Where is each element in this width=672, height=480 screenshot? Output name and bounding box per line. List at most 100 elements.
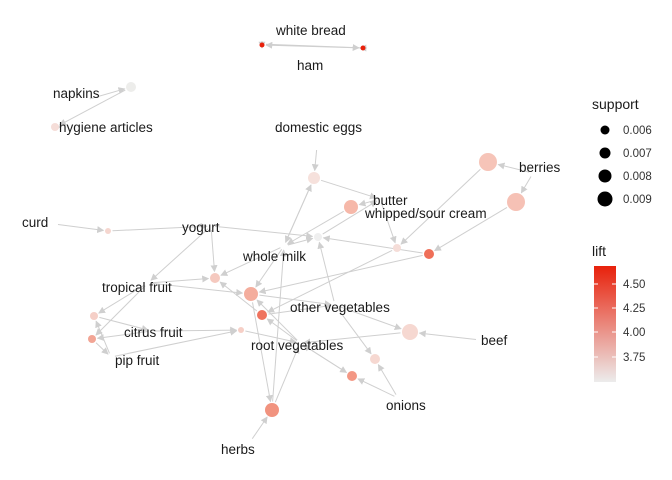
edge-r14-other_vegetables	[259, 294, 332, 308]
label-butter: butter	[373, 193, 408, 208]
edge-r9-whole_milk	[286, 210, 344, 245]
edge-r18-pip_fruit	[95, 342, 109, 355]
edge-r12-r14	[258, 254, 423, 295]
edge-curd-r8	[57, 224, 105, 234]
edge-citrus_fruit-r19	[155, 326, 238, 334]
rule-node-r6	[479, 153, 497, 171]
label-citrus-fruit: citrus fruit	[124, 325, 183, 340]
label-herbs: herbs	[221, 442, 255, 457]
edge-tropical_fruit-r13	[151, 275, 210, 284]
edge-r5-butter	[320, 179, 377, 200]
rule-node-r2	[360, 45, 366, 51]
lift-legend: lift 4.50 4.25 4.00 3.75	[592, 243, 645, 382]
label-napkins: napkins	[53, 86, 100, 101]
label-beef: beef	[481, 333, 508, 348]
rule-nodes-layer	[51, 42, 525, 417]
edge-other_vegetables-r20	[336, 307, 372, 355]
edge-r21-root_vegetables	[302, 344, 347, 373]
lift-legend-title: lift	[592, 243, 606, 259]
label-tropical-fruit: tropical fruit	[102, 280, 172, 295]
edge-ham-r1	[265, 41, 361, 49]
lift-tick-2: 4.25	[623, 303, 645, 315]
edge-whole_milk-r10	[287, 236, 314, 246]
edge-r11-r15	[267, 249, 393, 313]
label-root-vegetables: root vegetables	[251, 338, 344, 353]
edges-layer	[52, 41, 532, 439]
support-key-label-3: 0.008	[623, 171, 652, 183]
edge-other_vegetables-r10	[317, 241, 335, 302]
edge-r8-yogurt	[112, 223, 208, 232]
rule-node-r15	[257, 310, 267, 320]
edge-whole_milk-r14	[255, 249, 283, 288]
edge-r10-butter	[322, 200, 378, 235]
edge-citrus_fruit-r18	[96, 331, 149, 341]
edge-berries-r7	[520, 176, 532, 194]
item-labels: white bread ham napkins hygiene articles…	[22, 23, 561, 457]
edge-butter-r11	[380, 202, 397, 244]
edge-pip_fruit-r19	[114, 328, 238, 357]
label-ham: ham	[297, 58, 323, 73]
edge-r14-r22	[252, 302, 273, 403]
support-key-label-1: 0.006	[623, 125, 652, 137]
edge-tropical_fruit-r18	[95, 285, 146, 336]
edge-berries-r6	[497, 162, 530, 173]
label-berries: berries	[519, 160, 561, 175]
rule-node-r5	[308, 172, 320, 184]
label-pip-fruit: pip fruit	[115, 353, 160, 368]
support-legend-title: support	[592, 96, 639, 112]
rule-node-r22	[265, 403, 279, 417]
rule-node-r18	[88, 335, 96, 343]
edge-tropical_fruit-r16	[98, 284, 145, 314]
label-curd: curd	[22, 215, 48, 230]
rule-node-r12	[424, 249, 434, 259]
edge-whole_milk-r13	[220, 247, 281, 276]
edge-r17-root_vegetables	[303, 332, 401, 346]
edge-domestic_eggs-r5	[311, 149, 319, 172]
edge-root_vegetables-r14	[256, 299, 298, 341]
support-legend: support 0.006 0.007 0.008 0.009	[592, 96, 652, 207]
edge-r22-whole_milk	[272, 249, 287, 402]
support-key-label-4: 0.009	[623, 194, 652, 206]
rule-node-r17	[402, 324, 418, 340]
edge-yogurt-tropical_fruit	[150, 228, 209, 281]
edge-tropical_fruit-r14	[151, 282, 244, 296]
edge-root_vegetables-r15	[266, 318, 298, 342]
edge-yogurt-r13	[210, 229, 218, 273]
edge-r19-root_vegetables	[245, 330, 297, 345]
edge-yogurt-r10	[214, 225, 314, 240]
label-whole-milk: whole milk	[242, 249, 306, 264]
edge-onions-r21	[357, 378, 395, 397]
edge-r16-citrus_fruit	[99, 316, 149, 332]
support-key-label-2: 0.007	[623, 148, 652, 160]
lift-tick-1: 4.50	[623, 279, 645, 291]
label-whipped-sour-cream: whipped/sour cream	[364, 206, 487, 221]
edge-beef-r17	[418, 330, 477, 340]
rule-node-r19	[238, 327, 244, 333]
edge-r6-r11	[400, 168, 481, 245]
edge-whole_milk-r5	[285, 184, 312, 243]
edge-r7-r12	[433, 206, 508, 252]
label-white-bread: white bread	[275, 23, 346, 38]
rule-node-r3	[126, 82, 136, 92]
rule-node-r1	[259, 42, 265, 48]
label-domestic-eggs: domestic eggs	[275, 120, 362, 135]
rule-node-r8	[105, 228, 111, 234]
edge-onions-r20	[377, 363, 397, 395]
edge-pip_fruit-r16	[95, 320, 110, 354]
label-onions: onions	[386, 398, 426, 413]
rule-node-r4	[51, 123, 59, 131]
rule-node-r10	[314, 233, 322, 241]
support-key-dot-2	[599, 147, 611, 159]
edge-r22-root_vegetables	[274, 346, 300, 403]
rule-node-r13	[210, 273, 220, 283]
rule-node-r7	[507, 193, 525, 211]
lift-tick-3: 4.00	[623, 327, 645, 339]
edge-other_vegetables-r17	[338, 305, 402, 330]
edge-napkins-r3	[89, 87, 126, 100]
lift-colorbar	[594, 266, 616, 382]
rule-node-r16	[90, 312, 98, 320]
rule-node-r20	[370, 354, 380, 364]
support-key-dot-3	[598, 169, 612, 183]
label-other-vegetables: other vegetables	[290, 300, 390, 315]
